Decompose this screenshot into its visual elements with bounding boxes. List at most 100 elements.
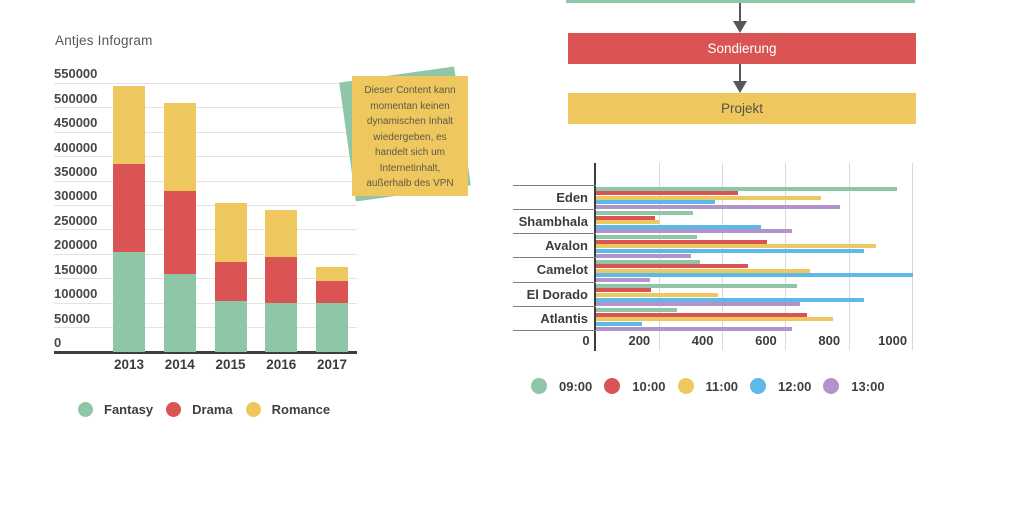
y-gridline (54, 82, 357, 84)
legend-swatch (531, 378, 547, 394)
bar-segment-fantasy-2014[interactable] (163, 273, 196, 352)
bar-segment-fantasy-2017[interactable] (316, 303, 348, 352)
flow-arrowhead-2 (733, 81, 747, 93)
legend-item-1100[interactable]: 11:00 (677, 378, 738, 394)
bar-1100-atlantis[interactable] (596, 317, 834, 322)
bar-1200-shambhala[interactable] (596, 224, 761, 229)
bar-1300-camelot[interactable] (596, 277, 650, 282)
y-axis-tick-label: 550000 (54, 66, 98, 82)
y-axis-tick-label: 350000 (54, 164, 98, 180)
legend-swatch (166, 402, 182, 417)
bar-segment-drama-2014[interactable] (163, 190, 196, 274)
y-axis-tick-label: 450000 (54, 115, 98, 131)
legend-item-fantasy[interactable]: Fantasy (78, 402, 153, 417)
legend-item-1200[interactable]: 12:00 (750, 378, 811, 394)
row-separator (513, 330, 596, 332)
bar-1100-eden[interactable] (596, 195, 821, 200)
bar-segment-romance-2016[interactable] (265, 210, 298, 257)
bar-1000-eden[interactable] (596, 191, 739, 196)
bar-segment-fantasy-2015[interactable] (214, 300, 247, 352)
bar-1000-atlantis[interactable] (596, 312, 807, 317)
right-chart-legend: 09:00 10:00 11:00 12:00 13:00 (531, 378, 885, 394)
bar-1200-atlantis[interactable] (596, 321, 642, 326)
y-gridline (54, 131, 357, 133)
flow-node-sondierung-label: Sondierung (707, 41, 777, 56)
bar-1300-shambhala[interactable] (596, 229, 793, 234)
bar-1100-camelot[interactable] (596, 268, 810, 273)
bar-segment-drama-2017[interactable] (316, 281, 348, 304)
bar-segment-romance-2014[interactable] (163, 102, 196, 191)
flow-node-projekt: Projekt (568, 93, 916, 124)
row-separator (513, 281, 596, 283)
x-axis-tick-label: 2015 (215, 357, 246, 372)
bar-segment-drama-2015[interactable] (214, 261, 247, 301)
y-axis-tick-label: 100000 (54, 286, 98, 302)
legend-swatch (677, 378, 694, 394)
legend-label: 10:00 (632, 378, 666, 394)
bar-segment-drama-2013[interactable] (113, 163, 145, 252)
bar-0900-atlantis[interactable] (596, 308, 677, 313)
legend-label: Fantasy (104, 402, 154, 417)
x-axis-tick-label: 2014 (164, 357, 195, 372)
y-gridline (54, 180, 357, 182)
y-gridline (54, 229, 357, 231)
bar-segment-fantasy-2016[interactable] (265, 303, 298, 352)
legend-item-romance[interactable]: Romance (245, 402, 330, 417)
bar-0900-eden[interactable] (596, 186, 897, 191)
y-gridline (54, 107, 357, 109)
bar-1000-avalon[interactable] (596, 239, 767, 244)
legend-item-1300[interactable]: 13:00 (823, 378, 885, 394)
bar-1300-avalon[interactable] (596, 253, 691, 258)
legend-swatch (823, 378, 840, 394)
left-chart-legend: Fantasy Drama Romance (78, 402, 330, 417)
x-axis-tick-label: 0 (582, 333, 590, 348)
bar-segment-romance-2017[interactable] (316, 266, 348, 282)
legend-item-drama[interactable]: Drama (166, 402, 233, 417)
bar-0900-el-dorado[interactable] (596, 283, 798, 288)
bar-segment-romance-2015[interactable] (214, 203, 247, 262)
bar-1000-shambhala[interactable] (596, 215, 655, 220)
bar-1200-avalon[interactable] (596, 249, 864, 254)
x-axis-tick-label: 2013 (113, 357, 145, 372)
bar-0900-camelot[interactable] (596, 259, 701, 264)
x-axis-tick-label: 400 (691, 333, 714, 348)
y-axis-tick-label: 0 (54, 335, 62, 350)
x-axis-tick-label: 200 (628, 333, 651, 348)
sticky-note-text: Dieser Content kann momentan keinen dyna… (364, 85, 456, 189)
legend-item-1000[interactable]: 10:00 (604, 378, 666, 394)
bar-1100-avalon[interactable] (596, 244, 877, 249)
y-axis-tick-label: 400000 (54, 139, 98, 155)
bar-0900-avalon[interactable] (596, 235, 698, 240)
bar-1300-atlantis[interactable] (596, 326, 793, 331)
bar-1200-camelot[interactable] (596, 273, 913, 278)
bar-1100-el-dorado[interactable] (596, 293, 718, 298)
y-axis-line (594, 163, 596, 351)
bar-1200-el-dorado[interactable] (596, 297, 864, 302)
legend-label: 09:00 (559, 378, 593, 394)
bar-1100-shambhala[interactable] (596, 220, 660, 225)
x-gridline (722, 163, 724, 350)
flow-node-projekt-label: Projekt (720, 101, 764, 116)
flow-node-top (566, 0, 915, 3)
bar-0900-shambhala[interactable] (596, 210, 693, 215)
bar-1000-camelot[interactable] (596, 264, 748, 269)
y-axis-tick-label: 500000 (54, 90, 98, 106)
bar-segment-drama-2016[interactable] (265, 256, 298, 304)
bar-segment-romance-2013[interactable] (113, 85, 145, 164)
category-label-camelot: Camelot (536, 262, 588, 278)
bar-1300-el-dorado[interactable] (596, 302, 801, 307)
y-gridline (54, 156, 357, 158)
bar-1000-el-dorado[interactable] (596, 288, 652, 293)
bar-1300-eden[interactable] (596, 205, 840, 210)
legend-item-0900[interactable]: 09:00 (531, 378, 592, 394)
category-label-el-dorado: El Dorado (526, 286, 588, 302)
bar-segment-fantasy-2013[interactable] (113, 251, 145, 352)
legend-swatch (245, 402, 261, 417)
y-gridline (54, 253, 357, 255)
bar-1200-eden[interactable] (596, 200, 715, 205)
x-gridline (848, 163, 850, 350)
category-label-atlantis: Atlantis (540, 311, 588, 326)
legend-swatch (604, 378, 621, 394)
x-axis-tick-label: 1000 (878, 333, 908, 348)
